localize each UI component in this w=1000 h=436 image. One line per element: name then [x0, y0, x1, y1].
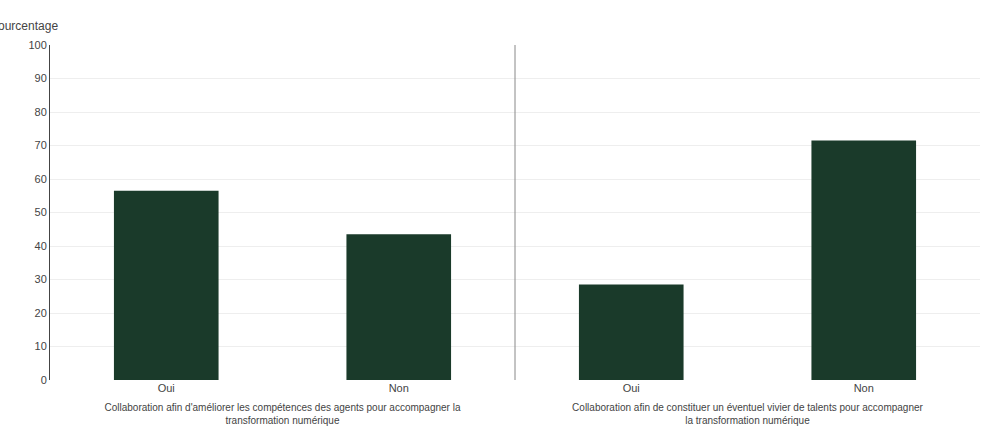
svg-text:90: 90 [35, 72, 47, 84]
svg-text:50: 50 [35, 206, 47, 218]
svg-text:Non: Non [854, 382, 874, 394]
svg-text:60: 60 [35, 173, 47, 185]
svg-text:10: 10 [35, 340, 47, 352]
svg-text:40: 40 [35, 240, 47, 252]
svg-text:0: 0 [41, 374, 47, 386]
svg-text:Collaboration afin de constitu: Collaboration afin de constituer un éven… [572, 402, 923, 426]
svg-text:Pourcentage: Pourcentage [0, 19, 58, 33]
svg-text:Oui: Oui [158, 382, 175, 394]
svg-text:70: 70 [35, 139, 47, 151]
svg-text:Oui: Oui [623, 382, 640, 394]
svg-text:Collaboration afin d'améliorer: Collaboration afin d'améliorer les compé… [104, 402, 460, 426]
svg-text:80: 80 [35, 106, 47, 118]
svg-text:20: 20 [35, 307, 47, 319]
svg-text:100: 100 [28, 39, 46, 51]
svg-text:Non: Non [389, 382, 409, 394]
svg-text:30: 30 [35, 273, 47, 285]
